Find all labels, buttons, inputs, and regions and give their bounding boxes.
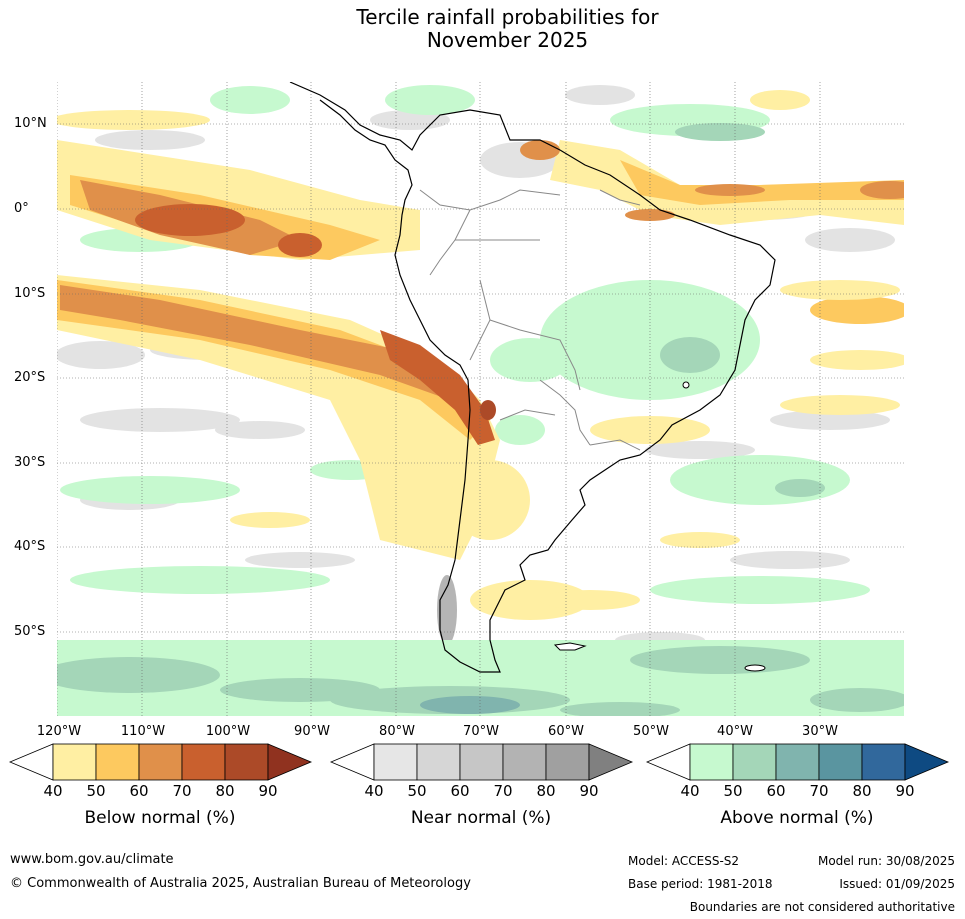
colorbars: [8, 743, 950, 781]
colorbar-below-segment: [181, 743, 226, 781]
lon-label-120w: 120°W: [36, 724, 82, 739]
colorbar-below-tick-label: 60: [129, 782, 149, 800]
colorbar-near-segment: [416, 743, 461, 781]
colorbar-below-high-extension: [267, 743, 313, 781]
islands: [553, 381, 766, 672]
lon-label-40w: 40°W: [717, 724, 753, 739]
lon-label-30w: 30°W: [802, 724, 838, 739]
above-normal-patches: [57, 85, 904, 716]
gridlines: [57, 82, 904, 716]
colorbar-below-tick-label: 80: [215, 782, 235, 800]
lat-label-0: 0°: [14, 201, 29, 216]
near-normal-southern-andes: [437, 575, 457, 645]
colorbar-near-segment: [459, 743, 504, 781]
website-link[interactable]: www.bom.gov.au/climate: [10, 852, 174, 867]
colorbar-above-high-extension: [904, 743, 950, 781]
lon-label-100w: 100°W: [205, 724, 251, 739]
model-run-date: Model run: 30/08/2025: [817, 854, 955, 868]
colorbar-near-segment: [545, 743, 590, 781]
colorbar-above-tick-label: 50: [723, 782, 743, 800]
colorbar-above-tick-label: 60: [766, 782, 786, 800]
colorbar-above-tick-label: 70: [809, 782, 829, 800]
colorbar-below-segment: [224, 743, 269, 781]
colorbar-near-tick-label: 90: [579, 782, 599, 800]
colorbar-near-high-extension: [588, 743, 634, 781]
map-area: [57, 82, 904, 716]
colorbar-below-tick-label: 50: [86, 782, 106, 800]
colorbar-near-title: Near normal (%): [410, 808, 552, 828]
lat-label-50s: 50°S: [14, 624, 46, 639]
colorbar-below-title: Below normal (%): [84, 808, 236, 828]
base-period: Base period: 1981-2018: [628, 877, 773, 891]
lon-label-70w: 70°W: [463, 724, 499, 739]
lon-label-80w: 80°W: [379, 724, 415, 739]
colorbar-above-segment: [818, 743, 863, 781]
colorbar-near: [329, 743, 634, 781]
country-borders: [419, 189, 641, 451]
map-title-line1: Tercile rainfall probabilities for: [356, 5, 659, 29]
colorbar-above-low-extension: [645, 743, 691, 781]
lat-label-40s: 40°S: [14, 539, 46, 554]
colorbar-near-segment: [502, 743, 547, 781]
colorbar-near-tick-label: 70: [493, 782, 513, 800]
colorbar-above-segment: [689, 743, 734, 781]
coastline: [289, 82, 776, 673]
colorbar-near-segment: [373, 743, 418, 781]
colorbar-below-tick-label: 70: [172, 782, 192, 800]
colorbar-above-segment: [732, 743, 777, 781]
colorbar-above-segment: [861, 743, 906, 781]
lon-label-90w: 90°W: [294, 724, 330, 739]
lon-label-110w: 110°W: [120, 724, 166, 739]
colorbar-above-tick-label: 40: [680, 782, 700, 800]
colorbar-near-tick-label: 60: [450, 782, 470, 800]
copyright-text: © Commonwealth of Australia 2025, Austra…: [10, 876, 471, 891]
colorbar-near-tick-label: 40: [364, 782, 384, 800]
lat-label-20s: 20°S: [14, 370, 46, 385]
colorbar-below: [8, 743, 313, 781]
colorbar-above-tick-label: 80: [852, 782, 872, 800]
lat-label-10n: 10°N: [14, 116, 47, 131]
lat-label-30s: 30°S: [14, 455, 46, 470]
colorbar-near-low-extension: [329, 743, 375, 781]
colorbar-above-tick-label: 90: [895, 782, 915, 800]
colorbar-below-tick-label: 90: [258, 782, 278, 800]
issued-date: Issued: 01/09/2025: [839, 877, 955, 891]
boundary-disclaimer: Boundaries are not considered authoritat…: [689, 900, 955, 914]
colorbar-below-segment: [95, 743, 140, 781]
colorbar-above-segment: [775, 743, 820, 781]
colorbar-below-low-extension: [8, 743, 54, 781]
colorbar-below-segment: [52, 743, 97, 781]
colorbar-near-tick-label: 50: [407, 782, 427, 800]
colorbar-below-segment: [138, 743, 183, 781]
colorbar-near-tick-label: 80: [536, 782, 556, 800]
colorbar-above-title: Above normal (%): [720, 808, 874, 828]
map-title-line2: November 2025: [426, 28, 589, 52]
lon-label-50w: 50°W: [633, 724, 669, 739]
colorbar-below-tick-label: 40: [43, 782, 63, 800]
model-name: Model: ACCESS-S2: [628, 854, 740, 868]
lon-label-60w: 60°W: [548, 724, 584, 739]
colorbar-above: [645, 743, 950, 781]
below-normal-patches: [57, 90, 904, 620]
lat-label-10s: 10°S: [14, 286, 46, 301]
